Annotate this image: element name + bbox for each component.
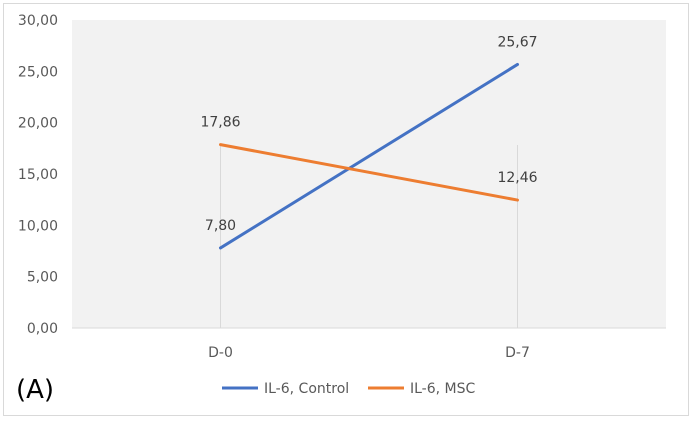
y-tick-label: 20,00: [18, 116, 58, 132]
y-tick-label: 10,00: [18, 218, 58, 234]
y-tick-label: 30,00: [18, 13, 58, 29]
series-line-1: [219, 62, 519, 250]
x-tick-label: D-0: [208, 345, 233, 361]
data-label: 7,80: [205, 218, 236, 234]
legend-label-msc: IL-6, MSC: [410, 381, 476, 397]
plot-area: [72, 20, 666, 328]
y-tick-label: 0,00: [27, 321, 58, 337]
x-axis-ticks: D-0 D-7: [208, 345, 530, 361]
panel-label: (A): [16, 375, 54, 405]
data-label: 25,67: [497, 34, 537, 50]
y-tick-label: 15,00: [18, 167, 58, 183]
data-label: 17,86: [200, 115, 240, 131]
series-lines: [219, 62, 519, 250]
y-tick-label: 5,00: [27, 270, 58, 286]
data-label: 12,46: [497, 170, 537, 186]
y-axis-ticks: 0,00 5,00 10,00 15,00 20,00 25,00 30,00: [18, 13, 58, 337]
grid-lines: [220, 145, 518, 328]
x-tick-label: D-7: [505, 345, 530, 361]
legend: IL-6, Control IL-6, MSC: [222, 381, 476, 397]
series-line-2: [219, 143, 519, 202]
y-tick-label: 25,00: [18, 64, 58, 80]
data-labels: 7,80 25,67 17,86 12,46: [200, 34, 537, 233]
legend-label-control: IL-6, Control: [264, 381, 349, 397]
